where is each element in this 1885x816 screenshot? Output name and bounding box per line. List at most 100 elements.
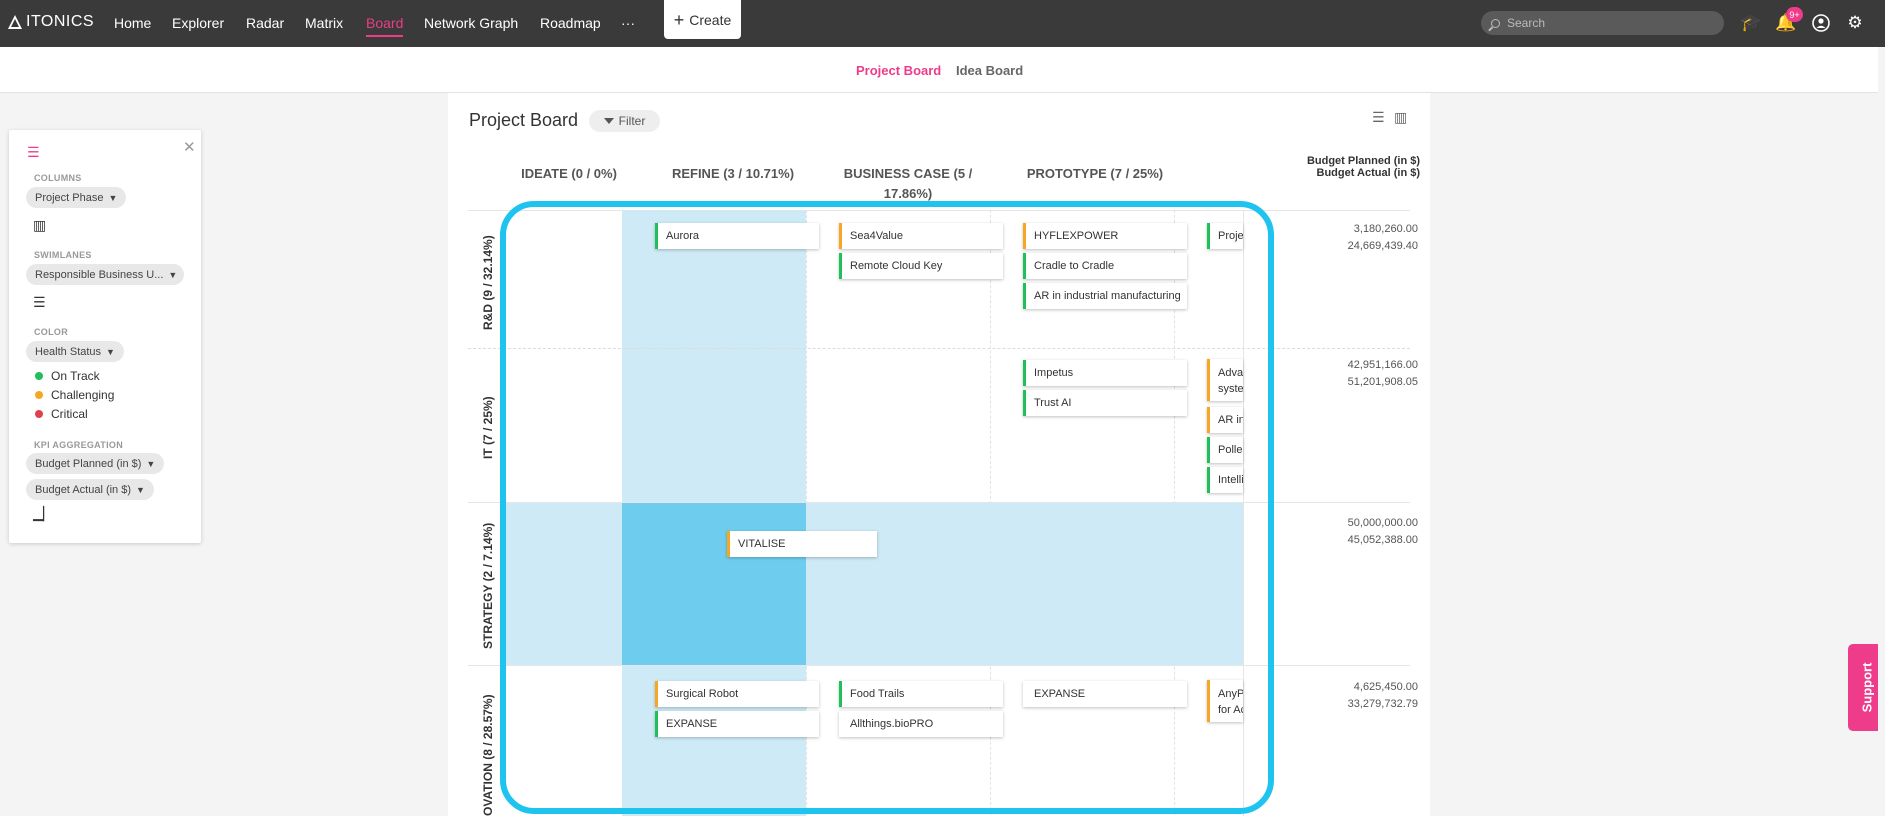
swimlane-label-strategy: STRATEGY (2 / 7.14%) [481,522,495,649]
kpi-values-innovation: 4,625,450.00 33,279,732.79 [1268,679,1418,713]
kpi-actual: 33,279,732.79 [1347,698,1418,710]
project-card-hyflexpower[interactable]: HYFLEXPOWER [1023,223,1187,249]
close-icon[interactable]: ✕ [183,139,196,156]
gear-icon[interactable]: ⚙ [1847,13,1863,32]
nav-network-graph[interactable]: Network Graph [424,15,519,31]
itonics-logo[interactable]: ITONICS [8,13,94,31]
swimlane-label-it: IT (7 / 25%) [481,396,495,459]
legend-label: On Track [51,369,100,383]
column-header-business-case: BUSINESS CASE (5 / 17.86%) [843,166,973,201]
swimlane-label-rd: R&D (9 / 32.14%) [481,235,495,330]
columns-label: COLUMNS [34,173,82,183]
nav-explorer[interactable]: Explorer [172,15,225,31]
project-card-truncated[interactable]: Projec [1207,223,1243,249]
chevron-down-icon: ▼ [136,484,145,495]
project-card-expanse[interactable]: EXPANSE [655,711,819,737]
kpi-planned: 3,180,260.00 [1353,223,1418,235]
plus-icon: + [673,9,685,30]
project-card-vitalise-dragging[interactable]: VITALISE [727,531,877,557]
support-label: Support [1859,662,1875,713]
column-header-ideate: IDEATE (0 / 0%) [521,166,617,181]
list-settings-icon[interactable]: ☰ [27,144,40,160]
legend-label: Critical [51,407,88,421]
project-card-aurora[interactable]: Aurora [655,223,819,249]
swimlanes-layout-icon[interactable]: ☰ [33,294,46,310]
kpi-planned: 4,625,450.00 [1353,681,1418,693]
kpi-planned: 42,951,166.00 [1347,359,1418,371]
nav-board[interactable]: Board [366,15,404,37]
project-card-sea4value[interactable]: Sea4Value [839,223,1003,249]
kpi-select-1-value: Budget Planned (in $) [35,457,142,470]
nav-matrix[interactable]: Matrix [305,15,344,31]
orange-dot-icon [35,391,43,399]
board-settings-panel: ☰ ✕ COLUMNS Project Phase ▼ ▥ SWIMLANES R… [9,130,201,543]
color-select[interactable]: Health Status ▼ [26,341,124,362]
chevron-down-icon: ▼ [106,346,115,357]
tab-project-board[interactable]: Project Board [856,63,942,78]
swimlanes-select-value: Responsible Business U... [35,268,164,281]
kpi-actual: 45,052,388.00 [1347,534,1418,546]
nav-roadmap[interactable]: Roadmap [540,15,601,31]
project-card-truncated[interactable]: AR in I [1207,407,1243,433]
nav-home[interactable]: Home [114,15,152,31]
swimlane-label-innovation: OVATION (8 / 28.57%) [481,694,495,816]
project-card-truncated[interactable]: Intelli [1207,467,1243,493]
board-tab-strip: Project Board Idea Board [0,47,1885,93]
project-card-impetus[interactable]: Impetus [1023,360,1187,386]
filter-button[interactable]: Filter [589,110,660,132]
legend-challenging: Challenging [35,388,114,402]
logo-triangle-icon [8,15,22,29]
kpi-values-rd: 3,180,260.00 24,669,439.40 [1268,221,1418,255]
list-view-icon[interactable]: ☰ [1372,109,1385,125]
kpi-header-actual: Budget Actual (in $) [1316,167,1420,179]
red-dot-icon [35,410,43,418]
nav-more-icon[interactable]: ··· [621,15,635,31]
columns-select[interactable]: Project Phase ▼ [26,187,127,208]
kpi-values-it: 42,951,166.00 51,201,908.05 [1268,357,1418,391]
kpi-aggregation-label: KPI AGGREGATION [34,440,124,450]
user-icon[interactable] [1810,12,1832,34]
project-card-cradle-to-cradle[interactable]: Cradle to Cradle [1023,253,1187,279]
nav-radar[interactable]: Radar [246,15,285,31]
kpi-actual: 51,201,908.05 [1347,376,1418,388]
page-scrollbar[interactable] [1878,47,1885,816]
kpi-planned: 50,000,000.00 [1347,517,1418,529]
page-title: Project Board [469,110,579,130]
color-select-value: Health Status [35,345,102,358]
search-icon [1491,18,1500,28]
green-dot-icon [35,372,43,380]
project-card-food-trails[interactable]: Food Trails [839,681,1003,707]
search-input[interactable]: Search [1481,11,1724,35]
kpi-header-planned: Budget Planned (in $) [1306,155,1420,167]
tab-idea-board[interactable]: Idea Board [956,63,1024,78]
column-header-prototype: PROTOTYPE (7 / 25%) [1026,166,1164,181]
search-placeholder: Search [1507,16,1546,30]
board-view-icon[interactable]: ▥ [1394,109,1408,125]
project-card-remote-cloud-key[interactable]: Remote Cloud Key [839,253,1003,279]
project-card-surgical-robot[interactable]: Surgical Robot [655,681,819,707]
columns-layout-icon[interactable]: ▥ [33,217,47,233]
filter-label: Filter [618,114,646,128]
kpi-select-2[interactable]: Budget Actual (in $) ▼ [26,479,154,500]
top-navigation-bar: ITONICS Home Explorer Radar Matrix Board… [0,0,1885,47]
project-card-truncated[interactable]: Pollen [1207,437,1243,463]
create-button[interactable]: + Create [664,0,741,39]
columns-select-value: Project Phase [35,191,104,204]
project-card-expanse[interactable]: EXPANSE [1023,681,1187,707]
swimlanes-select[interactable]: Responsible Business U... ▼ [26,264,184,285]
project-board: Project Board Filter ☰ ▥ IDEATE (0 / 0%)… [448,93,1430,816]
legend-on-track: On Track [35,369,100,383]
project-card-truncated[interactable]: AnyPL for Act [1207,680,1243,722]
project-card-ar-industrial[interactable]: AR in industrial manufacturing [1023,283,1187,309]
project-card-truncated[interactable]: Advan syster [1207,359,1243,401]
graduation-cap-icon[interactable]: 🎓 [1740,13,1762,32]
kpi-actual: 24,669,439.40 [1347,240,1418,252]
kpi-bar-icon[interactable]: ▁▏ [33,506,53,521]
project-card-allthings-biopro[interactable]: Allthings.bioPRO [839,711,1003,737]
filter-icon [603,118,614,124]
kpi-select-1[interactable]: Budget Planned (in $) ▼ [26,453,165,474]
chevron-down-icon: ▼ [108,192,118,203]
chevron-down-icon: ▼ [146,458,156,469]
project-card-trust-ai[interactable]: Trust AI [1023,390,1187,416]
color-label: COLOR [34,327,68,337]
